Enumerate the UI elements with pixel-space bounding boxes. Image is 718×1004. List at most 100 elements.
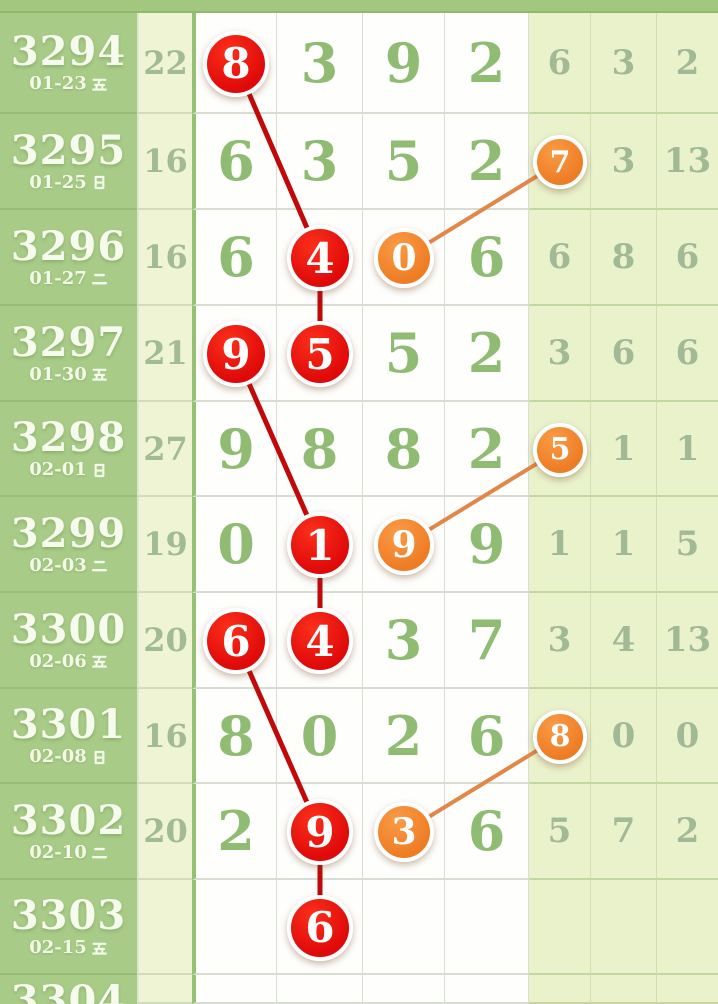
digit-cell [363,497,445,593]
digit-cell [192,880,277,975]
weekday-icon [91,557,108,574]
stat-cell [657,975,718,1004]
stat-cell: 3 [591,114,657,210]
table-row: 3299 02-03 19 0 9 1 1 5 [0,497,718,593]
sum-cell: 20 [137,593,192,689]
digit-cell [277,975,363,1004]
stat-cell: 13 [657,114,718,210]
issue-number: 3304 [10,977,127,1004]
stat-cell: 4 [591,593,657,689]
stat-cell: 8 [591,210,657,306]
stat-cell: 6 [657,306,718,402]
date-label: 02-06 [29,650,87,672]
table-row: 3302 02-10 20 2 6 5 7 2 [0,784,718,880]
date-label: 01-23 [29,73,87,94]
stat-cell: 3 [591,13,657,114]
digit-cell [445,975,529,1004]
stat-cell: 3 [529,306,591,402]
issue-date: 01-27 [29,269,108,288]
weekday-icon [91,844,108,861]
digit-cell: 7 [445,593,529,689]
sum-cell: 21 [137,306,192,402]
date-label: 02-10 [29,841,87,863]
digit-cell [363,784,445,880]
issue-date: 02-03 [29,556,108,575]
sum-cell: 20 [137,784,192,880]
issue-number: 3301 [10,701,127,748]
issue-cell: 3303 02-15 [0,880,137,975]
stat-cell [529,114,591,210]
stat-cell: 3 [529,593,591,689]
stat-cell [591,880,657,975]
digit-cell: 3 [277,114,363,210]
sum-cell [137,975,192,1004]
issue-number: 3302 [10,796,127,844]
digit-cell [192,306,277,402]
issue-cell: 3296 01-27 [0,210,137,306]
digit-cell: 3 [363,593,445,689]
stat-cell: 0 [657,689,718,784]
digit-cell: 2 [445,306,529,402]
issue-cell: 3300 02-06 [0,593,137,689]
digit-cell: 5 [363,306,445,402]
issue-date: 01-30 [29,363,108,385]
digit-cell: 9 [192,402,277,497]
weekday-icon [91,940,108,957]
digit-cell: 5 [363,114,445,210]
stat-cell [529,689,591,784]
date-label: 01-25 [29,171,87,193]
digit-cell: 3 [277,13,363,114]
stat-cell: 6 [591,306,657,402]
issue-date: 01-23 [29,75,108,93]
stat-cell: 1 [591,497,657,593]
stat-cell: 5 [529,784,591,880]
issue-number: 3297 [10,318,127,366]
table-row: 3303 02-15 [0,880,718,975]
issue-number: 3303 [10,892,127,939]
table-row: 3296 01-27 16 6 6 6 8 6 [0,210,718,306]
digit-cell [277,784,363,880]
digit-cell [277,880,363,975]
weekday-icon [91,76,108,93]
weekday-icon [91,749,108,766]
stat-cell: 1 [591,402,657,497]
digit-cell [192,593,277,689]
stat-cell: 2 [657,784,718,880]
digit-cell: 6 [445,210,529,306]
date-label: 02-15 [29,937,87,958]
digit-cell: 9 [445,497,529,593]
stat-cell [529,402,591,497]
weekday-icon [91,270,108,287]
stat-cell: 1 [529,497,591,593]
digit-cell: 6 [192,210,277,306]
issue-number: 3298 [10,414,127,461]
stat-cell: 7 [591,784,657,880]
issue-cell: 3302 02-10 [0,784,137,880]
issue-cell: 3298 02-01 [0,402,137,497]
chart-rows: 3294 01-23 22 3 9 2 6 3 2 3295 01-25 16 6 3 5 2 3 13… [0,13,718,1004]
issue-cell: 3299 02-03 [0,497,137,593]
stat-cell [591,975,657,1004]
stat-cell [657,880,718,975]
issue-cell: 3295 01-25 [0,114,137,210]
sum-cell: 19 [137,497,192,593]
date-label: 01-30 [29,363,87,385]
stat-cell [529,975,591,1004]
digit-cell: 9 [363,13,445,114]
digit-cell: 8 [192,689,277,784]
issue-cell: 3304 [0,975,137,1004]
sum-cell: 16 [137,114,192,210]
table-row: 3301 02-08 16 8 0 2 6 0 0 [0,689,718,784]
table-row: 3295 01-25 16 6 3 5 2 3 13 [0,114,718,210]
issue-cell: 3297 01-30 [0,306,137,402]
digit-cell: 0 [192,497,277,593]
stat-cell: 0 [591,689,657,784]
digit-cell [277,210,363,306]
digit-cell [363,210,445,306]
issue-number: 3295 [10,126,127,174]
issue-date: 02-08 [29,748,108,766]
weekday-icon [91,462,108,479]
date-label: 02-08 [29,746,87,767]
stat-cell: 6 [529,13,591,114]
